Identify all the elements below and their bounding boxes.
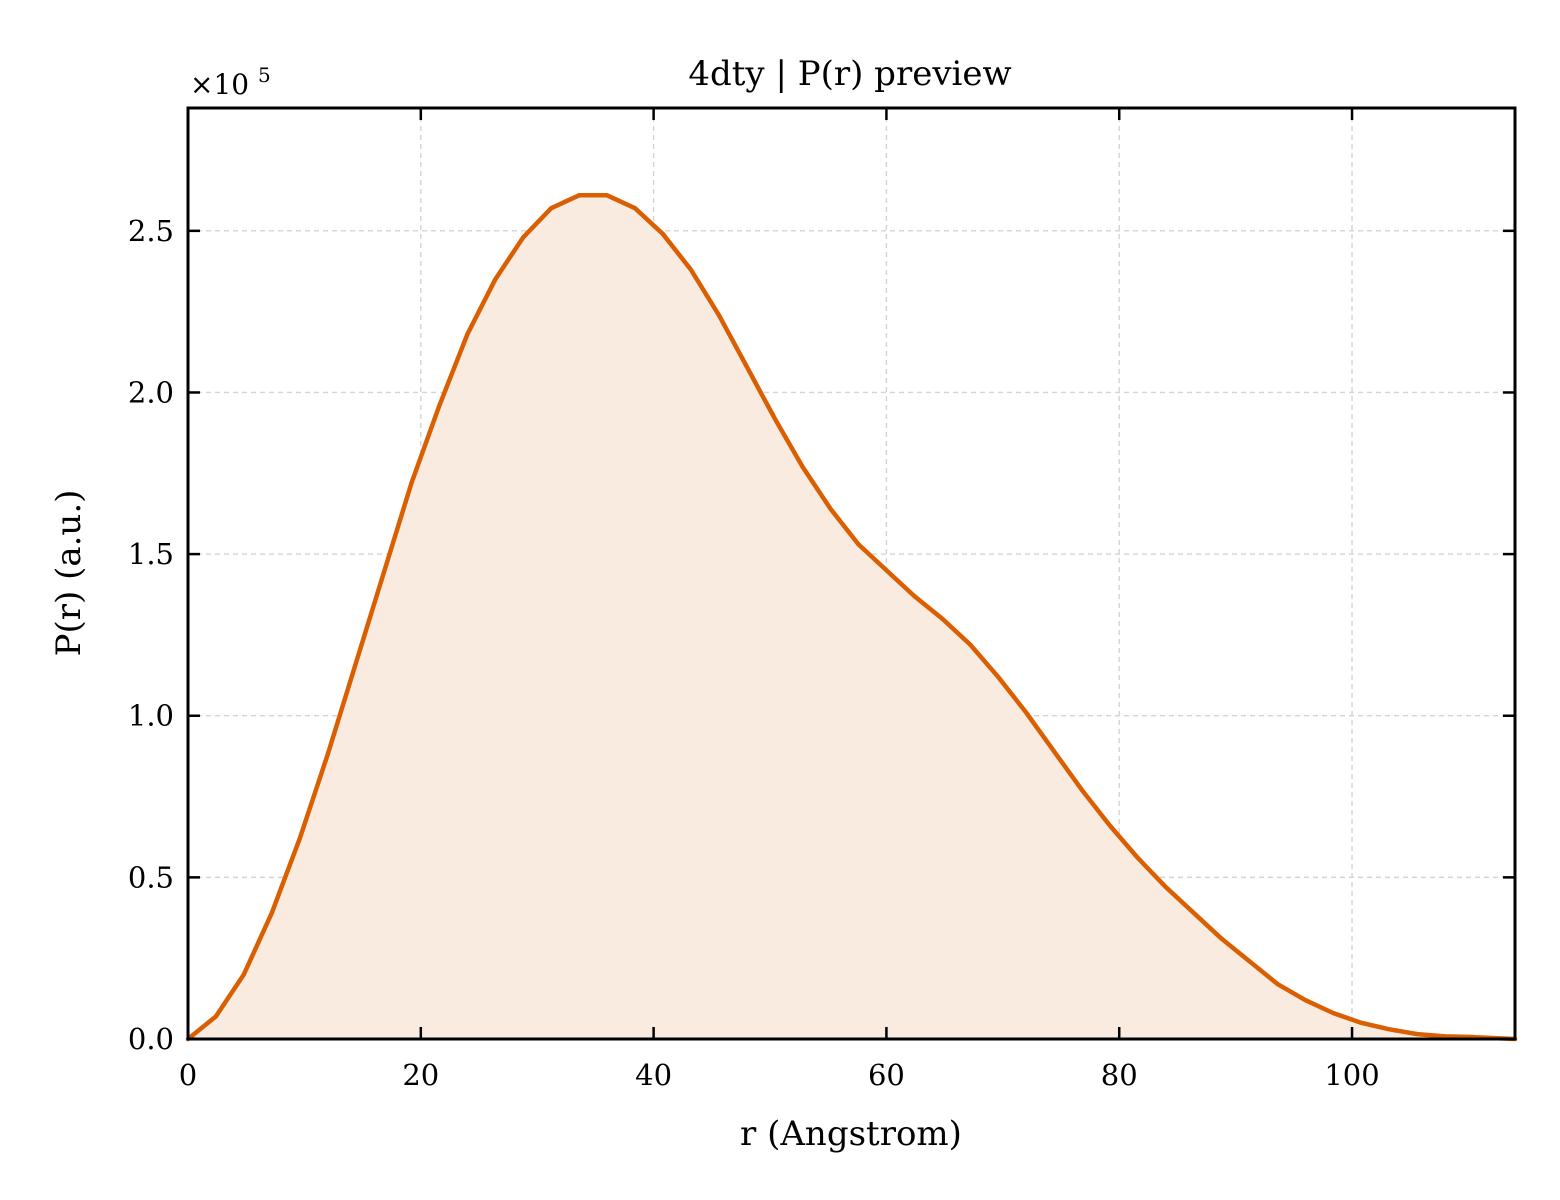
axis-ticks (186, 108, 1515, 1041)
data-point (1024, 710, 1029, 715)
x-tick-labels: 0 20 40 60 80 100 (179, 1058, 1380, 1092)
data-point (213, 1014, 218, 1019)
data-point (549, 206, 554, 211)
data-point (325, 752, 330, 757)
y-tick-label: 0.0 (128, 1022, 174, 1056)
y-tick-label: 1.5 (128, 537, 174, 571)
data-point (1443, 1034, 1448, 1039)
data-point (1359, 1020, 1364, 1025)
data-point (1107, 823, 1112, 828)
data-point (297, 836, 302, 841)
data-point (493, 277, 498, 282)
area-fill-layer (188, 195, 1515, 1039)
y-tick-labels: 0.0 0.5 1.0 1.5 2.0 2.5 (128, 214, 174, 1056)
data-point (409, 480, 414, 485)
x-tick-label: 80 (1101, 1058, 1138, 1092)
data-point (1275, 982, 1280, 987)
data-point (912, 594, 917, 599)
y-axis-multiplier-base: ×10 (190, 68, 249, 101)
data-point (688, 267, 693, 272)
x-tick-label: 60 (868, 1058, 905, 1092)
data-point (940, 616, 945, 621)
data-point (1163, 885, 1168, 890)
y-tick-label: 0.5 (128, 860, 174, 894)
data-point (1247, 959, 1252, 964)
y-tick-label: 1.0 (128, 699, 174, 733)
data-point (716, 312, 721, 317)
y-axis-multiplier: ×10 5 (190, 63, 271, 101)
data-point (1135, 855, 1140, 860)
data-point (577, 193, 582, 198)
data-point (1079, 788, 1084, 793)
data-point (465, 332, 470, 337)
data-point (828, 506, 833, 511)
data-point (353, 662, 358, 667)
data-point (1331, 1011, 1336, 1016)
data-point (521, 235, 526, 240)
data-point (772, 416, 777, 421)
data-point (660, 232, 665, 237)
data-point (437, 403, 442, 408)
data-point (269, 910, 274, 915)
x-tick-label: 100 (1324, 1058, 1379, 1092)
plot-frame (186, 106, 1517, 1041)
data-point (381, 571, 386, 576)
y-axis-label: P(r) (a.u.) (49, 490, 89, 657)
data-point (605, 193, 610, 198)
data-point (744, 364, 749, 369)
y-tick-label: 2.0 (128, 375, 174, 409)
x-tick-label: 40 (635, 1058, 672, 1092)
data-point (1387, 1027, 1392, 1032)
data-point (1415, 1032, 1420, 1037)
y-tick-label: 2.5 (128, 214, 174, 248)
data-point (1303, 998, 1308, 1003)
data-point (1219, 936, 1224, 941)
data-point (884, 568, 889, 573)
y-axis-multiplier-exponent: 5 (258, 63, 271, 87)
area-fill-series-0 (188, 195, 1515, 1039)
data-point (1191, 910, 1196, 915)
x-tick-label: 20 (402, 1058, 439, 1092)
data-point (632, 206, 637, 211)
data-point (1052, 749, 1057, 754)
data-point (800, 464, 805, 469)
data-point (241, 972, 246, 977)
x-tick-label: 0 (179, 1058, 197, 1092)
chart-title: 4dty | P(r) preview (688, 54, 1011, 94)
data-point (856, 542, 861, 547)
x-axis-label: r (Angstrom) (740, 1114, 962, 1154)
data-point (968, 642, 973, 647)
data-point (996, 674, 1001, 679)
